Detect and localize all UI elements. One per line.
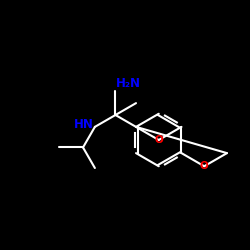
Text: O: O xyxy=(154,135,163,145)
Text: HN: HN xyxy=(74,118,94,131)
Text: O: O xyxy=(200,161,208,171)
Text: H₂N: H₂N xyxy=(116,77,141,90)
